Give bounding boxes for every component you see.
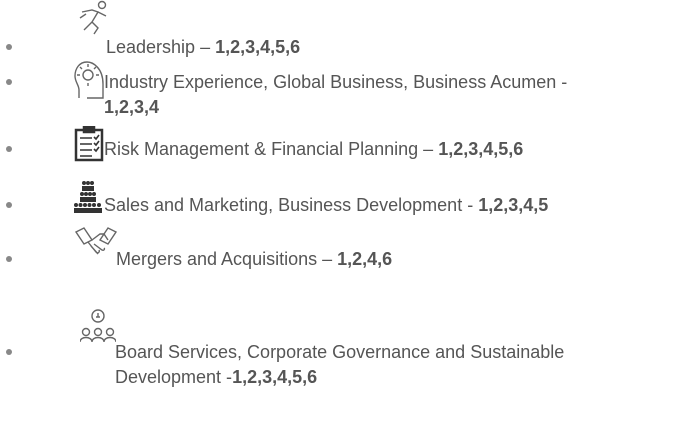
item: Board Services, Corporate Governance and… <box>115 340 660 390</box>
item: Leadership – 1,2,3,4,5,6 <box>106 35 300 60</box>
label: Mergers and Acquisitions – <box>116 249 333 269</box>
codes: 1,2,3,4,5,6 <box>438 139 524 159</box>
label: Board Services, Corporate Governance and… <box>115 342 565 387</box>
item: Sales and Marketing, Business Developmen… <box>104 193 548 218</box>
codes: 1,2,3,4,5,6 <box>215 37 301 57</box>
bullet <box>6 349 12 355</box>
leadership-icon <box>79 0 107 35</box>
codes: 1,2,3,4 <box>104 97 160 117</box>
item: Mergers and Acquisitions – 1,2,4,6 <box>116 247 392 272</box>
bullet <box>6 202 12 208</box>
codes: 1,2,3,4,5,6 <box>232 367 318 387</box>
codes: 1,2,3,4,5 <box>478 195 549 215</box>
label: Sales and Marketing, Business Developmen… <box>104 195 474 215</box>
idea-icon <box>74 61 104 99</box>
bullet <box>6 79 12 85</box>
codes: 1,2,4,6 <box>337 249 393 269</box>
label: Risk Management & Financial Planning – <box>104 139 434 159</box>
label: Industry Experience, Global Business, Bu… <box>104 72 568 92</box>
team-icon <box>74 181 102 213</box>
checklist-icon <box>74 126 104 162</box>
bullet <box>6 44 12 50</box>
item: Risk Management & Financial Planning – 1… <box>104 137 523 162</box>
item: Industry Experience, Global Business, Bu… <box>104 70 684 120</box>
handshake-icon <box>74 227 118 255</box>
board-icon <box>80 309 116 343</box>
label: Leadership – <box>106 37 211 57</box>
bullet <box>6 256 12 262</box>
bullet <box>6 146 12 152</box>
